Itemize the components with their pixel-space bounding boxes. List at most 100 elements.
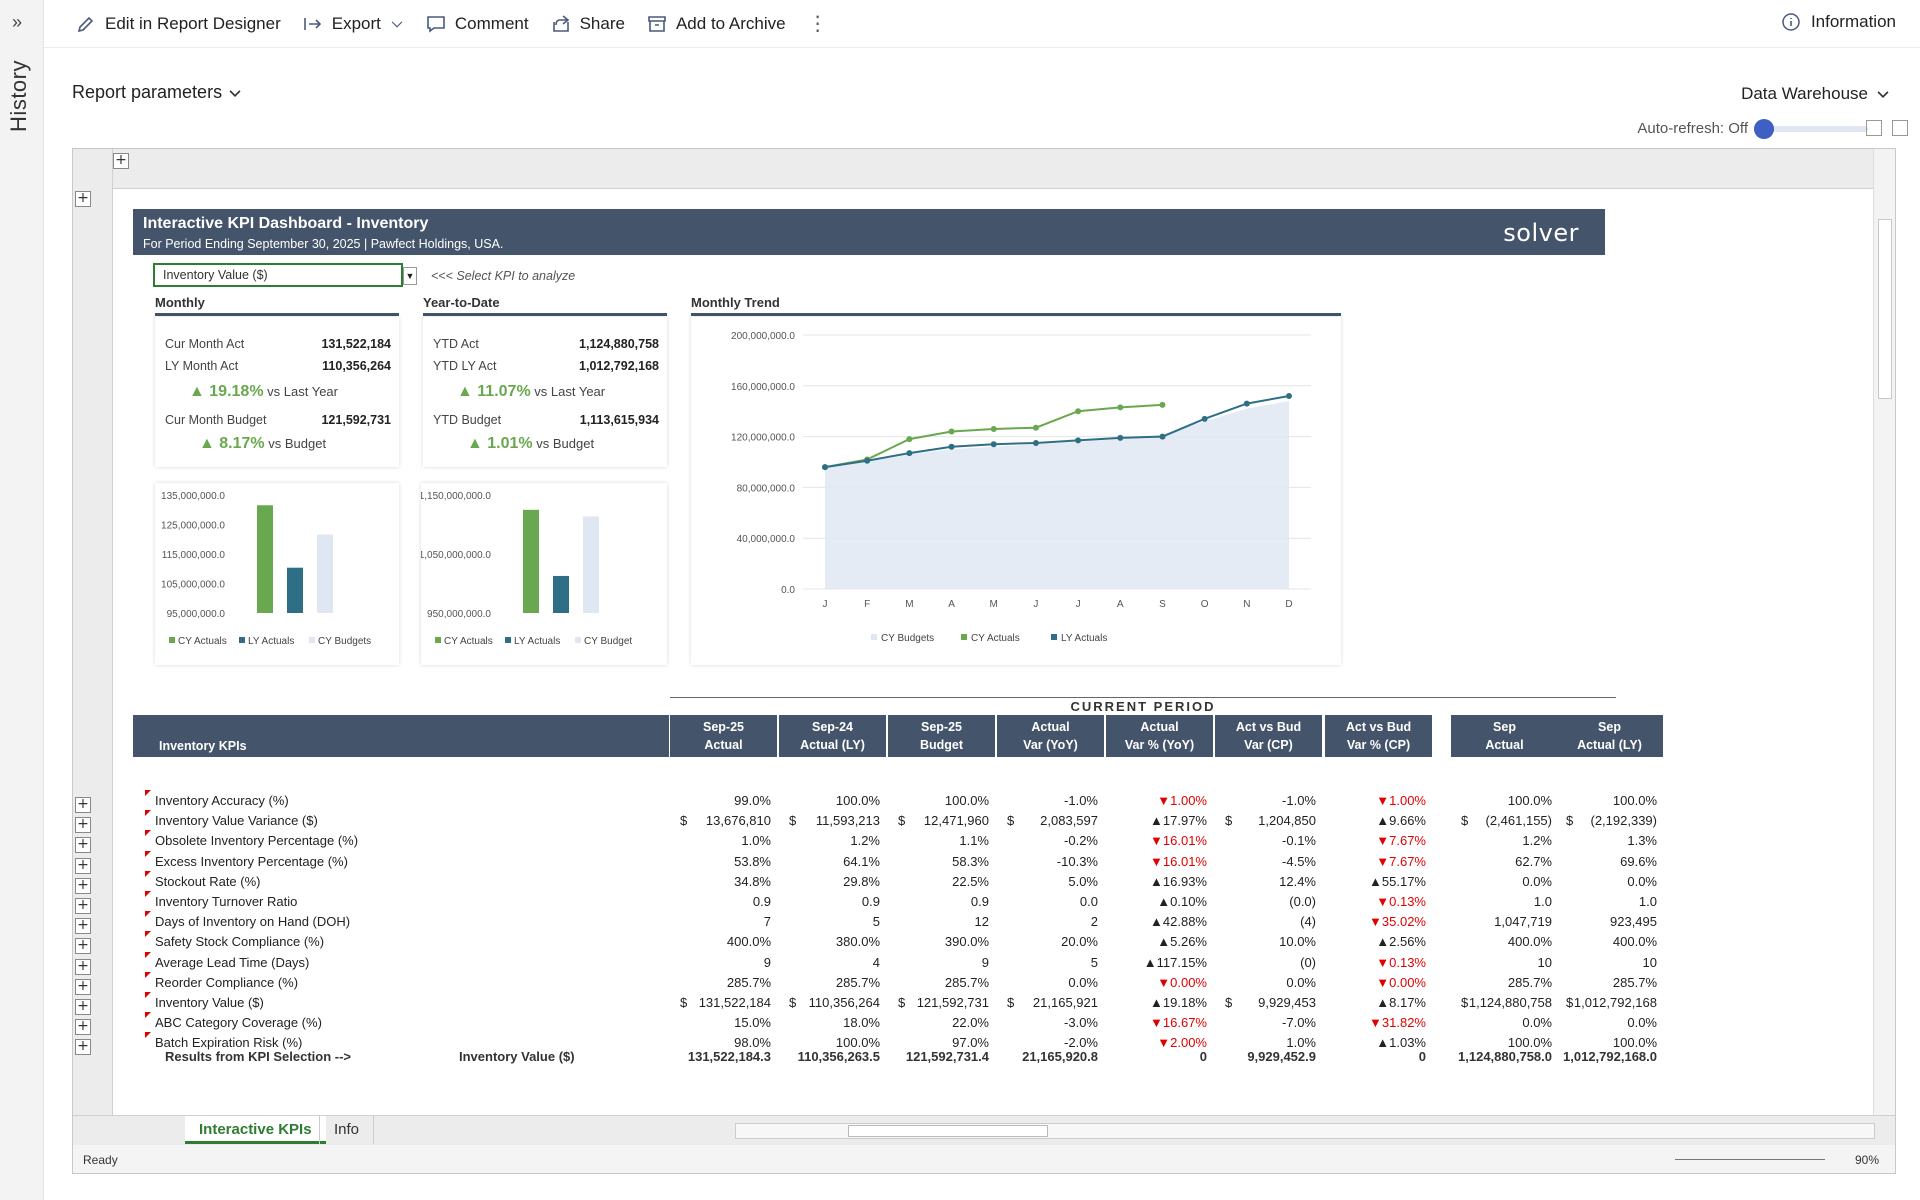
table-cell: ▲17.97% <box>1150 813 1207 829</box>
monthly-title: Monthly <box>155 295 399 316</box>
table-cell: 7 <box>763 914 771 930</box>
zoom-slider[interactable] <box>1675 1159 1825 1160</box>
point-ly-actuals <box>864 457 871 464</box>
point-cy-actuals <box>1032 424 1039 431</box>
table-cell: 22.0% <box>952 1015 989 1031</box>
currency-symbol: $ <box>789 813 797 829</box>
x-tick-label: J <box>823 599 828 610</box>
legend-label: LY Actuals <box>248 636 294 647</box>
point-ly-actuals <box>822 464 828 471</box>
expand-row-icon[interactable]: + <box>75 958 91 975</box>
comment-flag-icon[interactable] <box>145 971 151 978</box>
kpi-dropdown-arrow-icon[interactable]: ▼ <box>403 267 417 285</box>
x-tick-label: M <box>905 599 913 610</box>
expand-row-icon[interactable]: + <box>75 898 91 914</box>
expand-row-icon[interactable]: + <box>75 797 91 813</box>
comment-button[interactable]: Comment <box>426 14 529 34</box>
expand-row-icon[interactable]: + <box>75 857 91 874</box>
point-cy-actuals <box>1075 408 1082 415</box>
history-rail: » History <box>0 0 44 1200</box>
comment-flag-icon[interactable] <box>145 1032 151 1039</box>
share-button[interactable]: Share <box>551 14 625 34</box>
table-cell: $131,522,184 <box>680 995 771 1010</box>
kpi-select[interactable]: Inventory Value ($) <box>153 263 403 287</box>
more-options-button[interactable]: ⋮ <box>807 13 828 35</box>
expand-row-icon[interactable]: + <box>75 938 91 955</box>
comment-flag-icon[interactable] <box>145 790 151 796</box>
table-cell: $2,083,597 <box>1007 813 1098 829</box>
table-cell: 99.0% <box>734 793 771 808</box>
expand-rail-icon[interactable]: » <box>12 12 23 32</box>
legend-swatch <box>575 637 581 643</box>
data-warehouse-dropdown[interactable]: Data Warehouse <box>1741 84 1890 104</box>
expand-row-icon[interactable]: + <box>75 1039 91 1056</box>
currency-symbol: $ <box>898 995 906 1010</box>
legend-label: LY Actuals <box>514 636 560 647</box>
legend-swatch <box>169 637 175 643</box>
expand-row-icon[interactable]: + <box>75 1019 91 1036</box>
table-cell: ▲55.17% <box>1369 873 1426 889</box>
edit-report-button[interactable]: Edit in Report Designer <box>76 14 281 34</box>
table-cell: ▲117.15% <box>1143 954 1207 970</box>
y-tick-label: 105,000,000.0 <box>161 580 225 591</box>
expand-row-icon[interactable]: + <box>75 837 91 854</box>
popout-icon[interactable] <box>1866 120 1882 136</box>
horizontal-scrollbar[interactable] <box>735 1123 1875 1139</box>
currency-symbol: $ <box>1225 995 1233 1010</box>
row-label: ABC Category Coverage (%) <box>155 1015 322 1031</box>
expand-row-icon[interactable]: + <box>75 918 91 935</box>
comment-flag-icon[interactable] <box>145 1012 151 1019</box>
information-button[interactable]: Information <box>1781 12 1896 32</box>
table-cell: ▲0.10% <box>1157 894 1207 909</box>
table-cell: -0.1% <box>1282 833 1316 849</box>
report-parameters-toggle[interactable]: Report parameters <box>72 82 242 103</box>
hscroll-thumb[interactable] <box>848 1125 1048 1137</box>
monthly-trend-chart: 200,000,000.0 160,000,000.0 120,000,000.0 8… <box>731 331 1311 644</box>
table-cell: 62.7% <box>1515 853 1552 869</box>
tab-interactive-kpis[interactable]: Interactive KPIs <box>185 1116 326 1144</box>
table-cell: 400.0% <box>726 934 771 950</box>
tab-info[interactable]: Info <box>319 1116 375 1144</box>
expand-row-icon[interactable]: + <box>75 978 91 995</box>
table-cell: 1.2% <box>850 833 880 849</box>
comment-flag-icon[interactable] <box>145 850 151 857</box>
comment-flag-icon[interactable] <box>145 810 151 817</box>
table-cell: (0) <box>1300 954 1316 970</box>
table-cell: ▼2.00% <box>1157 1035 1207 1051</box>
grid-icon[interactable] <box>1892 120 1908 136</box>
current-period-title: CURRENT PERIOD <box>670 697 1616 714</box>
comment-flag-icon[interactable] <box>145 870 151 877</box>
table-cell: $1,204,850 <box>1225 813 1316 829</box>
expand-row-icon[interactable]: + <box>75 817 91 834</box>
comment-flag-icon[interactable] <box>145 931 151 938</box>
comment-flag-icon[interactable] <box>145 830 151 837</box>
table-cell: (0.0) <box>1289 894 1316 909</box>
vertical-scrollbar[interactable] <box>1873 149 1895 1115</box>
slider-knob[interactable] <box>1754 118 1774 139</box>
table-cell: -3.0% <box>1064 1015 1098 1031</box>
export-button[interactable]: Export <box>303 14 404 34</box>
history-tab[interactable]: History <box>6 60 31 132</box>
comment-flag-icon[interactable] <box>145 951 151 958</box>
comment-flag-icon[interactable] <box>145 992 151 998</box>
scroll-thumb[interactable] <box>1878 219 1892 399</box>
summary-cell: 131,522,184.3 <box>687 1049 771 1064</box>
auto-refresh-slider[interactable] <box>1754 118 1868 139</box>
expand-row-icon[interactable]: + <box>75 999 91 1015</box>
summary-cell: 110,356,263.5 <box>797 1049 880 1064</box>
expand-row-icon[interactable]: + <box>75 877 91 894</box>
table-cell: 100.0% <box>835 1035 880 1051</box>
expand-row-group-icon[interactable]: + <box>75 191 91 207</box>
table-cell: 29.8% <box>843 873 880 889</box>
table-cell: 10 <box>1537 954 1552 970</box>
table-cell: 0.9 <box>970 894 989 909</box>
legend-label: CY Actuals <box>444 636 493 647</box>
comment-flag-icon[interactable] <box>145 911 151 918</box>
expand-column-group-icon[interactable]: + <box>113 153 129 169</box>
table-cell: 98.0% <box>734 1035 771 1051</box>
comment-flag-icon[interactable] <box>145 891 151 897</box>
table-cell: 100.0% <box>1612 793 1657 808</box>
x-tick-label: F <box>864 599 870 610</box>
legend-label: CY Actuals <box>178 636 227 647</box>
archive-button[interactable]: Add to Archive <box>647 14 786 34</box>
